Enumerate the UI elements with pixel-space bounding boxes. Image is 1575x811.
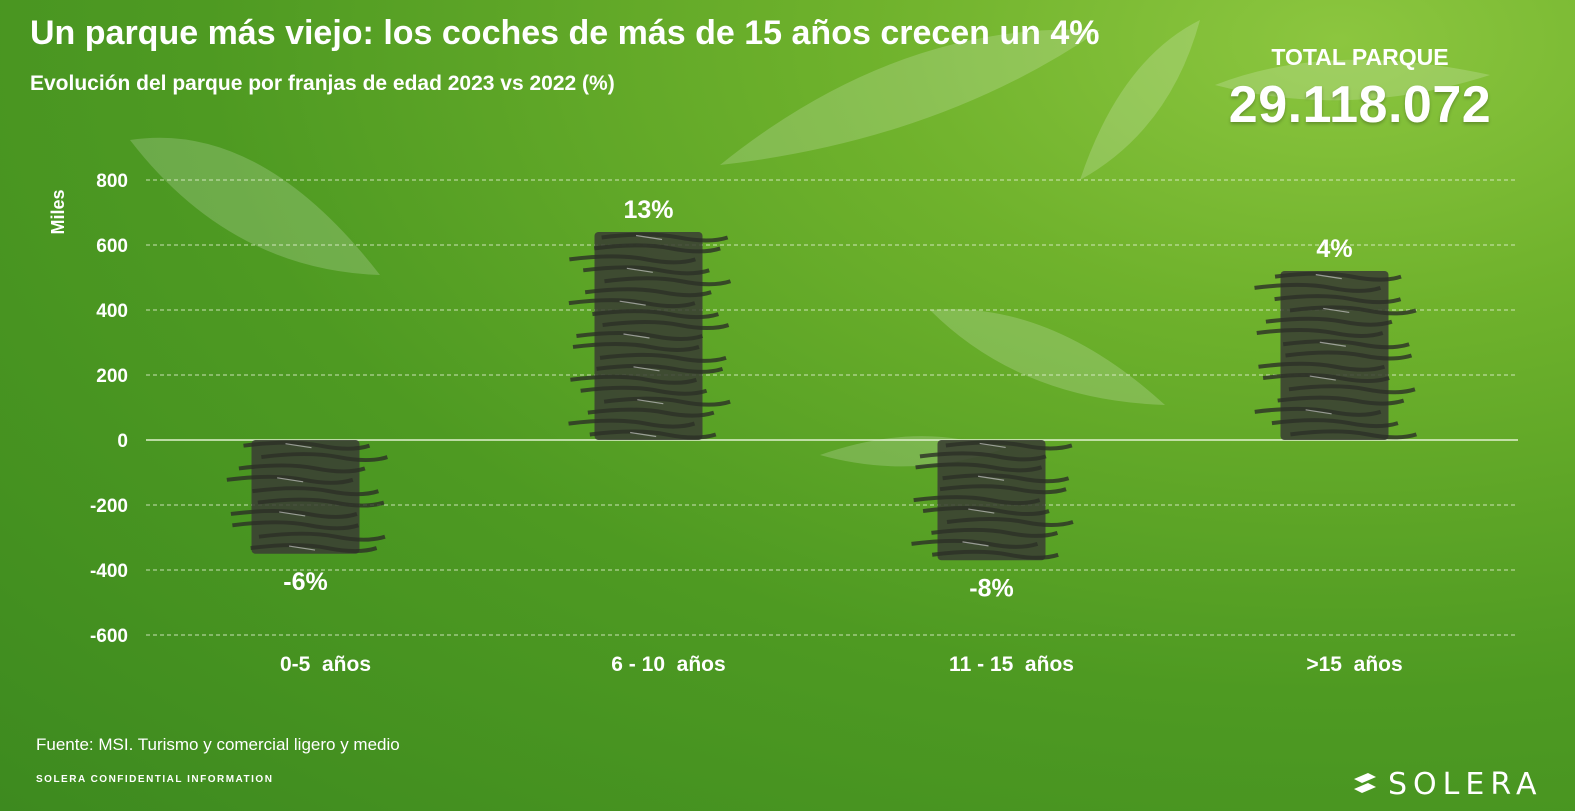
y-tick-label: 800 [96,171,128,192]
y-tick-label: 0 [117,431,128,452]
bar [1254,271,1418,440]
y-tick-label: 200 [96,366,128,387]
x-category-label: 11 - 15 años [949,653,1074,676]
data-label: 13% [623,196,673,224]
chart-bars [226,232,1418,561]
data-label: -8% [969,574,1013,602]
bar [911,440,1074,561]
solera-logo: SOLERA [1350,766,1550,802]
y-tick-label: 600 [96,236,128,257]
solera-logo-icon [1354,773,1376,793]
x-category-label: 0-5 años [280,653,371,676]
bar [568,232,732,440]
confidential-notice: SOLERA CONFIDENTIAL INFORMATION [36,774,274,785]
data-label: -6% [283,568,327,596]
brand-name: SOLERA [1388,766,1543,802]
total-parque-value: 29.118.072 [1228,76,1492,134]
y-tick-label: -400 [90,561,128,582]
y-tick-label: -200 [90,496,128,517]
source-note: Fuente: MSI. Turismo y comercial ligero … [36,735,400,754]
total-parque-panel: TOTAL PARQUE 29.118.072 [1205,44,1515,135]
y-axis-label: Miles [48,189,68,234]
y-tick-label: -600 [90,626,128,647]
data-label: 4% [1316,235,1352,263]
chart-labels: 800 600 400 200 0 -200 -400 -600 -6% 0-5 años 13% 6… [90,171,1403,676]
page-title: Un parque más viejo: los coches de más d… [30,14,1100,52]
bar [226,440,388,554]
total-parque-label: TOTAL PARQUE [1271,44,1449,70]
x-category-label: 6 - 10 años [611,653,725,676]
y-tick-label: 400 [96,301,128,322]
page-subtitle: Evolución del parque por franjas de edad… [30,72,615,95]
x-category-label: >15 años [1306,653,1402,676]
